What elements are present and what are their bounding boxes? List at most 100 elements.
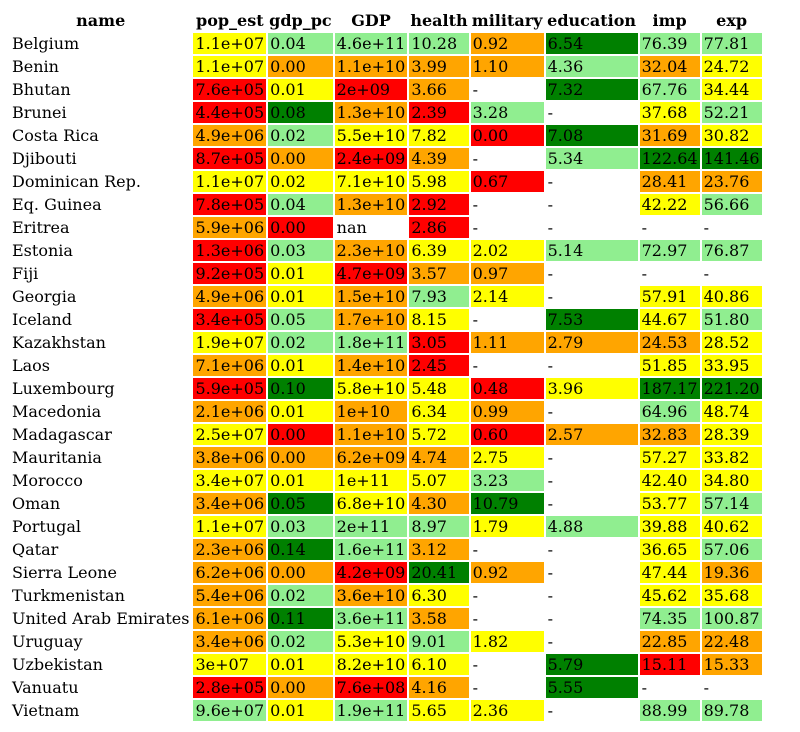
value-cell-pop-est: 3.4e+07 <box>193 469 267 492</box>
table-row: Eritrea 5.9e+06 0.00 nan 2.86- - - - <box>10 216 762 239</box>
value-cell-imp: 57.27 <box>639 446 700 469</box>
value-cell-pop-est: 5.9e+06 <box>193 216 267 239</box>
row-name-cell: Qatar <box>12 540 59 559</box>
row-name-cell: Bhutan <box>12 80 71 99</box>
value-cell-gdp: nan <box>334 216 408 239</box>
value-cell-exp: 35.68 <box>701 584 762 607</box>
value-cell-education: 7.53 <box>545 308 638 331</box>
value-cell-military: - <box>470 354 544 377</box>
value-cell-military: - <box>470 538 544 561</box>
value-cell-education: 2.79 <box>545 331 638 354</box>
header-row: name pop_est gdp_pc GDP health military educat… <box>10 9 762 32</box>
value-cell-gdp-pc: 0.00 <box>268 423 333 446</box>
table-row: Dominican Rep. 1.1e+07 0.02 7.1e+10 5.98 0.67… <box>10 170 762 193</box>
value-cell-health: 4.30 <box>409 492 469 515</box>
value-cell-pop-est: 1.1e+07 <box>193 55 267 78</box>
value-cell-health: 2.92 <box>409 193 469 216</box>
value-cell-pop-est: 5.4e+06 <box>193 584 267 607</box>
value-cell-education: - <box>545 538 638 561</box>
value-cell-military: 0.97 <box>470 262 544 285</box>
value-cell-imp: 47.44 <box>639 561 700 584</box>
value-cell-imp: 67.76 <box>639 78 700 101</box>
value-cell-imp: 45.62 <box>639 584 700 607</box>
value-cell-exp: 77.81 <box>701 32 762 55</box>
value-cell-health: 4.39 <box>409 147 469 170</box>
value-cell-pop-est: 6.2e+06 <box>193 561 267 584</box>
column-header-education: education <box>547 11 637 30</box>
value-cell-health: 5.72 <box>409 423 469 446</box>
value-cell-education: - <box>545 354 638 377</box>
value-cell-health: 2.45 <box>409 354 469 377</box>
value-cell-exp: 34.44 <box>701 78 762 101</box>
value-cell-health: 3.66 <box>409 78 469 101</box>
value-cell-gdp-pc: 0.00 <box>268 446 333 469</box>
value-cell-military: 2.75 <box>470 446 544 469</box>
value-cell-health: 4.74 <box>409 446 469 469</box>
value-cell-exp: 100.87 <box>701 607 762 630</box>
value-cell-exp: 40.86 <box>701 285 762 308</box>
value-cell-imp: 39.88 <box>639 515 700 538</box>
value-cell-gdp: 1.3e+10 <box>334 193 408 216</box>
row-name-cell: Costa Rica <box>12 126 99 145</box>
value-cell-pop-est: 2.5e+07 <box>193 423 267 446</box>
value-cell-gdp-pc: 0.05 <box>268 308 333 331</box>
value-cell-education: 2.57 <box>545 423 638 446</box>
value-cell-imp: 28.41 <box>639 170 700 193</box>
value-cell-imp: 51.85 <box>639 354 700 377</box>
value-cell-pop-est: 1.1e+07 <box>193 170 267 193</box>
value-cell-education: 7.32 <box>545 78 638 101</box>
value-cell-education: 4.88 <box>545 515 638 538</box>
table-row: Belgium 1.1e+07 0.04 4.6e+11 10.28 0.92 6.54 76… <box>10 32 762 55</box>
value-cell-imp: 72.97 <box>639 239 700 262</box>
row-name-cell: Belgium <box>12 34 80 53</box>
value-cell-pop-est: 9.2e+05 <box>193 262 267 285</box>
value-cell-gdp: 6.2e+09 <box>334 446 408 469</box>
value-cell-education: 4.36 <box>545 55 638 78</box>
value-cell-imp: 64.96 <box>639 400 700 423</box>
value-cell-education: - <box>545 607 638 630</box>
row-name-cell: United Arab Emirates <box>12 609 190 628</box>
value-cell-pop-est: 7.6e+05 <box>193 78 267 101</box>
value-cell-gdp: 4.2e+09 <box>334 561 408 584</box>
value-cell-gdp: 8.2e+10 <box>334 653 408 676</box>
row-name-cell: Laos <box>12 356 51 375</box>
value-cell-health: 7.93 <box>409 285 469 308</box>
table-header: name pop_est gdp_pc GDP health military educat… <box>10 9 762 32</box>
value-cell-gdp-pc: 0.01 <box>268 354 333 377</box>
value-cell-exp: 15.33 <box>701 653 762 676</box>
column-header-military: military <box>471 11 543 30</box>
value-cell-exp: 19.36 <box>701 561 762 584</box>
value-cell-gdp: 5.5e+10 <box>334 124 408 147</box>
value-cell-education: - <box>545 561 638 584</box>
value-cell-exp: 22.48 <box>701 630 762 653</box>
value-cell-gdp-pc: 0.00 <box>268 561 333 584</box>
value-cell-imp: - <box>639 676 700 699</box>
value-cell-health: 8.97 <box>409 515 469 538</box>
row-name-cell: Iceland <box>12 310 72 329</box>
column-header-exp: exp <box>716 11 748 30</box>
value-cell-health: 7.82 <box>409 124 469 147</box>
table-row: Portugal 1.1e+07 0.03 2e+11 8.97 1.79 4.88 39.8… <box>10 515 762 538</box>
value-cell-health: 4.16 <box>409 676 469 699</box>
row-name-cell: Portugal <box>12 517 82 536</box>
value-cell-gdp: 1.3e+10 <box>334 101 408 124</box>
value-cell-military: - <box>470 676 544 699</box>
value-cell-gdp: 1.4e+10 <box>334 354 408 377</box>
row-name-cell: Djibouti <box>12 149 77 168</box>
value-cell-exp: 48.74 <box>701 400 762 423</box>
value-cell-exp: 57.14 <box>701 492 762 515</box>
value-cell-military: - <box>470 193 544 216</box>
table-row: Estonia 1.3e+06 0.03 2.3e+10 6.39 2.02 5.14 72.… <box>10 239 762 262</box>
value-cell-education: - <box>545 216 638 239</box>
value-cell-military: 1.79 <box>470 515 544 538</box>
row-name-cell: Eritrea <box>12 218 70 237</box>
value-cell-pop-est: 9.6e+07 <box>193 699 267 722</box>
value-cell-pop-est: 8.7e+05 <box>193 147 267 170</box>
row-name-cell: Vanuatu <box>12 678 79 697</box>
value-cell-imp: 44.67 <box>639 308 700 331</box>
table-row: Madagascar 2.5e+07 0.00 1.1e+10 5.72 0.60 2.57… <box>10 423 762 446</box>
column-header-health: health <box>410 11 468 30</box>
value-cell-education: - <box>545 400 638 423</box>
value-cell-gdp-pc: 0.10 <box>268 377 333 400</box>
value-cell-gdp: 7.1e+10 <box>334 170 408 193</box>
